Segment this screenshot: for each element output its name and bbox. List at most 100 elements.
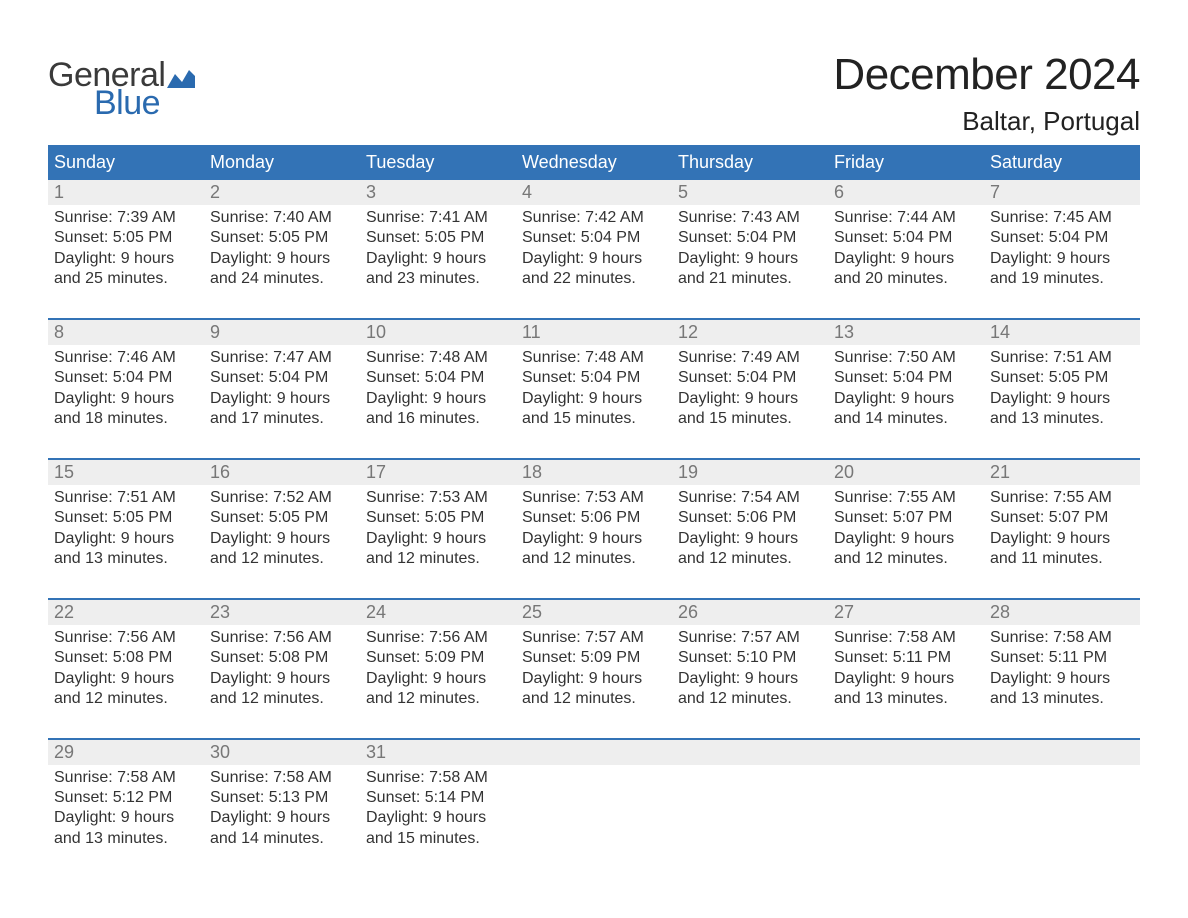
daylight-line2: and 12 minutes. [834,549,978,569]
sunset-text: Sunset: 5:08 PM [54,648,198,668]
sunrise-text: Sunrise: 7:56 AM [366,628,510,648]
daylight-line1: Daylight: 9 hours [522,669,666,689]
daylight-line1: Daylight: 9 hours [522,389,666,409]
sunset-text: Sunset: 5:06 PM [522,508,666,528]
sunrise-text: Sunrise: 7:58 AM [990,628,1134,648]
day-info: Sunrise: 7:42 AMSunset: 5:04 PMDaylight:… [516,205,672,290]
info-row: Sunrise: 7:58 AMSunset: 5:12 PMDaylight:… [48,765,1140,860]
sunset-text: Sunset: 5:04 PM [522,228,666,248]
daylight-line2: and 15 minutes. [522,409,666,429]
flag-icon [167,70,195,88]
day-number: 6 [828,180,984,205]
sunrise-text: Sunrise: 7:56 AM [54,628,198,648]
daylight-line1: Daylight: 9 hours [990,529,1134,549]
daylight-line1: Daylight: 9 hours [210,808,354,828]
day-info: Sunrise: 7:51 AMSunset: 5:05 PMDaylight:… [48,485,204,570]
daylight-line1: Daylight: 9 hours [54,249,198,269]
daylight-line1: Daylight: 9 hours [834,529,978,549]
day-info: Sunrise: 7:48 AMSunset: 5:04 PMDaylight:… [516,345,672,430]
daylight-line2: and 15 minutes. [678,409,822,429]
day-number: 30 [204,740,360,765]
daylight-line2: and 12 minutes. [678,689,822,709]
daylight-line2: and 12 minutes. [210,549,354,569]
day-info: Sunrise: 7:58 AMSunset: 5:13 PMDaylight:… [204,765,360,850]
sunset-text: Sunset: 5:04 PM [54,368,198,388]
daynum-row: 15161718192021 [48,460,1140,485]
daylight-line1: Daylight: 9 hours [210,389,354,409]
daylight-line1: Daylight: 9 hours [366,389,510,409]
daylight-line1: Daylight: 9 hours [834,249,978,269]
info-row: Sunrise: 7:39 AMSunset: 5:05 PMDaylight:… [48,205,1140,318]
sunrise-text: Sunrise: 7:48 AM [522,348,666,368]
sunset-text: Sunset: 5:04 PM [834,228,978,248]
sunset-text: Sunset: 5:04 PM [522,368,666,388]
day-info: Sunrise: 7:56 AMSunset: 5:09 PMDaylight:… [360,625,516,710]
day-number: 26 [672,600,828,625]
daylight-line2: and 21 minutes. [678,269,822,289]
sunset-text: Sunset: 5:10 PM [678,648,822,668]
daylight-line1: Daylight: 9 hours [522,529,666,549]
day-info: Sunrise: 7:53 AMSunset: 5:05 PMDaylight:… [360,485,516,570]
sunset-text: Sunset: 5:05 PM [54,228,198,248]
sunset-text: Sunset: 5:12 PM [54,788,198,808]
daylight-line2: and 12 minutes. [366,689,510,709]
day-number: 7 [984,180,1140,205]
sunrise-text: Sunrise: 7:47 AM [210,348,354,368]
day-number: 2 [204,180,360,205]
day-info: Sunrise: 7:45 AMSunset: 5:04 PMDaylight:… [984,205,1140,290]
sunset-text: Sunset: 5:04 PM [210,368,354,388]
day-number [984,740,1140,765]
daylight-line2: and 12 minutes. [678,549,822,569]
calendar: Sunday Monday Tuesday Wednesday Thursday… [48,145,1140,859]
daylight-line2: and 16 minutes. [366,409,510,429]
sunrise-text: Sunrise: 7:54 AM [678,488,822,508]
day-info: Sunrise: 7:55 AMSunset: 5:07 PMDaylight:… [828,485,984,570]
day-number: 14 [984,320,1140,345]
info-row: Sunrise: 7:46 AMSunset: 5:04 PMDaylight:… [48,345,1140,458]
location: Baltar, Portugal [833,106,1140,137]
header-saturday: Saturday [984,145,1140,180]
day-info: Sunrise: 7:58 AMSunset: 5:14 PMDaylight:… [360,765,516,850]
daylight-line1: Daylight: 9 hours [678,529,822,549]
sunrise-text: Sunrise: 7:58 AM [54,768,198,788]
calendar-week: 293031Sunrise: 7:58 AMSunset: 5:12 PMDay… [48,738,1140,860]
daynum-row: 293031 [48,740,1140,765]
sunrise-text: Sunrise: 7:57 AM [678,628,822,648]
sunset-text: Sunset: 5:04 PM [678,228,822,248]
logo: General Blue [48,50,195,123]
daylight-line1: Daylight: 9 hours [210,529,354,549]
daylight-line1: Daylight: 9 hours [54,808,198,828]
daylight-line1: Daylight: 9 hours [210,669,354,689]
daylight-line1: Daylight: 9 hours [54,529,198,549]
day-info [516,765,672,850]
day-number: 1 [48,180,204,205]
day-number: 15 [48,460,204,485]
sunrise-text: Sunrise: 7:45 AM [990,208,1134,228]
header-thursday: Thursday [672,145,828,180]
sunrise-text: Sunrise: 7:51 AM [990,348,1134,368]
daylight-line1: Daylight: 9 hours [210,249,354,269]
weeks-container: 1234567Sunrise: 7:39 AMSunset: 5:05 PMDa… [48,180,1140,859]
daylight-line2: and 12 minutes. [210,689,354,709]
daylight-line2: and 15 minutes. [366,829,510,849]
day-number: 9 [204,320,360,345]
day-info [984,765,1140,850]
day-number: 28 [984,600,1140,625]
daylight-line2: and 13 minutes. [54,549,198,569]
day-info: Sunrise: 7:57 AMSunset: 5:10 PMDaylight:… [672,625,828,710]
day-number: 10 [360,320,516,345]
sunrise-text: Sunrise: 7:58 AM [366,768,510,788]
day-info: Sunrise: 7:43 AMSunset: 5:04 PMDaylight:… [672,205,828,290]
day-number: 17 [360,460,516,485]
daylight-line1: Daylight: 9 hours [990,389,1134,409]
logo-text-bottom: Blue [48,84,160,123]
daylight-line2: and 24 minutes. [210,269,354,289]
daylight-line1: Daylight: 9 hours [678,669,822,689]
sunrise-text: Sunrise: 7:48 AM [366,348,510,368]
sunset-text: Sunset: 5:04 PM [366,368,510,388]
day-info: Sunrise: 7:51 AMSunset: 5:05 PMDaylight:… [984,345,1140,430]
sunrise-text: Sunrise: 7:41 AM [366,208,510,228]
day-info: Sunrise: 7:44 AMSunset: 5:04 PMDaylight:… [828,205,984,290]
calendar-week: 15161718192021Sunrise: 7:51 AMSunset: 5:… [48,458,1140,598]
header-monday: Monday [204,145,360,180]
